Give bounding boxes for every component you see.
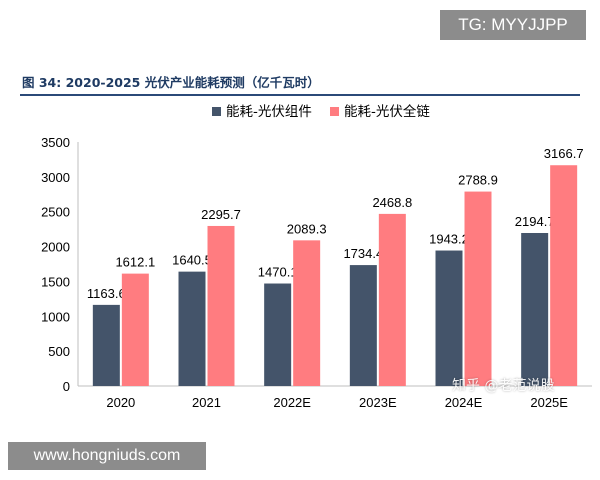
y-tick-label: 1500	[41, 274, 70, 289]
bar-full-chain	[464, 191, 492, 386]
legend-swatch	[330, 107, 339, 116]
bar-module	[264, 283, 292, 386]
y-tick-label: 2500	[41, 205, 70, 220]
watermark-top: TG: MYYJJPP	[440, 10, 586, 40]
bar-full-chain	[207, 225, 235, 386]
x-tick-label: 2022E	[273, 395, 311, 410]
y-tick-label: 500	[48, 344, 70, 359]
legend-swatch	[212, 107, 221, 116]
data-label: 2468.8	[372, 195, 412, 210]
figure-title: 图 34: 2020-2025 光伏产业能耗预测（亿千瓦时）	[22, 75, 320, 90]
data-label: 1470.1	[258, 265, 298, 280]
bar-module	[521, 232, 549, 386]
x-tick-label: 2023E	[359, 395, 397, 410]
data-label: 2295.7	[201, 207, 241, 222]
y-tick-label: 2000	[41, 240, 70, 255]
legend-label: 能耗-光伏全链	[344, 103, 430, 120]
data-label: 2089.3	[287, 221, 327, 236]
zhihu-watermark: 知乎 @老范说股	[452, 378, 555, 394]
data-label: 2788.9	[458, 173, 498, 188]
watermark-bottom: www.hongniuds.com	[8, 442, 206, 470]
bar-full-chain	[378, 213, 406, 386]
legend-label: 能耗-光伏组件	[226, 104, 312, 120]
y-tick-label: 1000	[41, 309, 70, 324]
data-label: 2194.7	[515, 214, 555, 229]
bar-module	[435, 250, 463, 386]
y-tick-label: 0	[63, 379, 70, 394]
bar-full-chain	[550, 165, 578, 386]
data-label: 3166.7	[544, 146, 584, 161]
data-label: 1943.2	[429, 232, 469, 247]
data-label: 1163.6	[87, 286, 126, 301]
data-label: 1640.5	[172, 253, 212, 268]
bar-full-chain	[121, 273, 149, 386]
bar-module	[349, 265, 377, 386]
x-tick-label: 2025E	[530, 395, 568, 410]
y-tick-label: 3000	[41, 170, 70, 185]
data-label: 1734.4	[343, 246, 383, 261]
title-rule	[20, 94, 580, 96]
y-tick-label: 3500	[41, 135, 70, 150]
data-label: 1612.1	[115, 255, 155, 270]
bar-module	[178, 271, 206, 386]
x-tick-label: 2020	[106, 395, 135, 410]
x-tick-label: 2021	[192, 395, 221, 410]
x-tick-label: 2024E	[445, 395, 483, 410]
bar-module	[92, 304, 120, 386]
bar-full-chain	[293, 240, 321, 386]
